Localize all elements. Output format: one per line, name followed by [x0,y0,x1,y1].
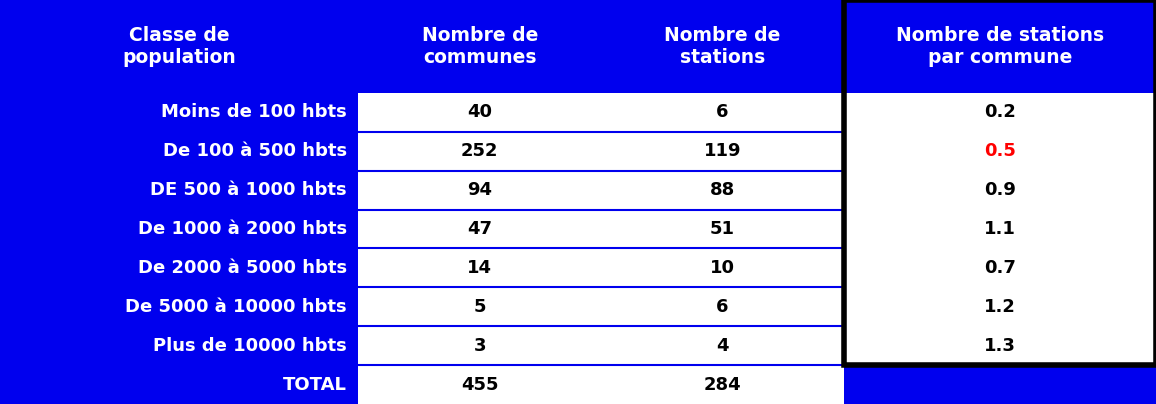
Text: 1.1: 1.1 [984,220,1016,238]
Text: 3: 3 [474,337,486,355]
Text: De 2000 à 5000 hbts: De 2000 à 5000 hbts [138,259,347,277]
Text: Moins de 100 hbts: Moins de 100 hbts [161,103,347,121]
Text: 0.5: 0.5 [984,142,1016,160]
Bar [601,93,844,404]
Text: 10: 10 [710,259,735,277]
Text: 0.7: 0.7 [984,259,1016,277]
Text: 40: 40 [467,103,492,121]
Text: De 1000 à 2000 hbts: De 1000 à 2000 hbts [138,220,347,238]
Text: 5: 5 [474,298,486,316]
Text: 252: 252 [461,142,498,160]
Text: Nombre de
communes: Nombre de communes [422,26,538,67]
Text: Classe de
population: Classe de population [123,26,236,67]
Text: 51: 51 [710,220,735,238]
Text: 0.9: 0.9 [984,181,1016,199]
Text: 94: 94 [467,181,492,199]
Text: Nombre de stations
par commune: Nombre de stations par commune [896,26,1104,67]
Text: De 5000 à 10000 hbts: De 5000 à 10000 hbts [125,298,347,316]
Bar [358,93,601,404]
Text: 88: 88 [710,181,735,199]
Text: 0.2: 0.2 [984,103,1016,121]
Text: 284: 284 [704,376,741,393]
Text: 6: 6 [717,298,728,316]
Text: 119: 119 [704,142,741,160]
Bar [844,0,1156,365]
Text: TOTAL: TOTAL [283,376,347,393]
Text: 6: 6 [717,103,728,121]
Text: 1.2: 1.2 [984,298,1016,316]
Text: Plus de 10000 hbts: Plus de 10000 hbts [153,337,347,355]
Text: 4: 4 [717,337,728,355]
Text: 1.3: 1.3 [984,337,1016,355]
Text: 47: 47 [467,220,492,238]
Text: 455: 455 [461,376,498,393]
Text: De 100 à 500 hbts: De 100 à 500 hbts [163,142,347,160]
Text: Nombre de
stations: Nombre de stations [665,26,780,67]
Text: DE 500 à 1000 hbts: DE 500 à 1000 hbts [150,181,347,199]
Bar [844,93,1156,365]
Text: 14: 14 [467,259,492,277]
